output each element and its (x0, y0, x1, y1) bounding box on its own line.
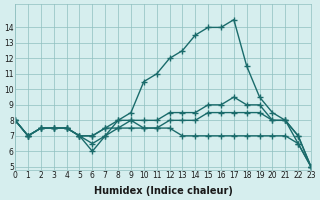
X-axis label: Humidex (Indice chaleur): Humidex (Indice chaleur) (94, 186, 233, 196)
